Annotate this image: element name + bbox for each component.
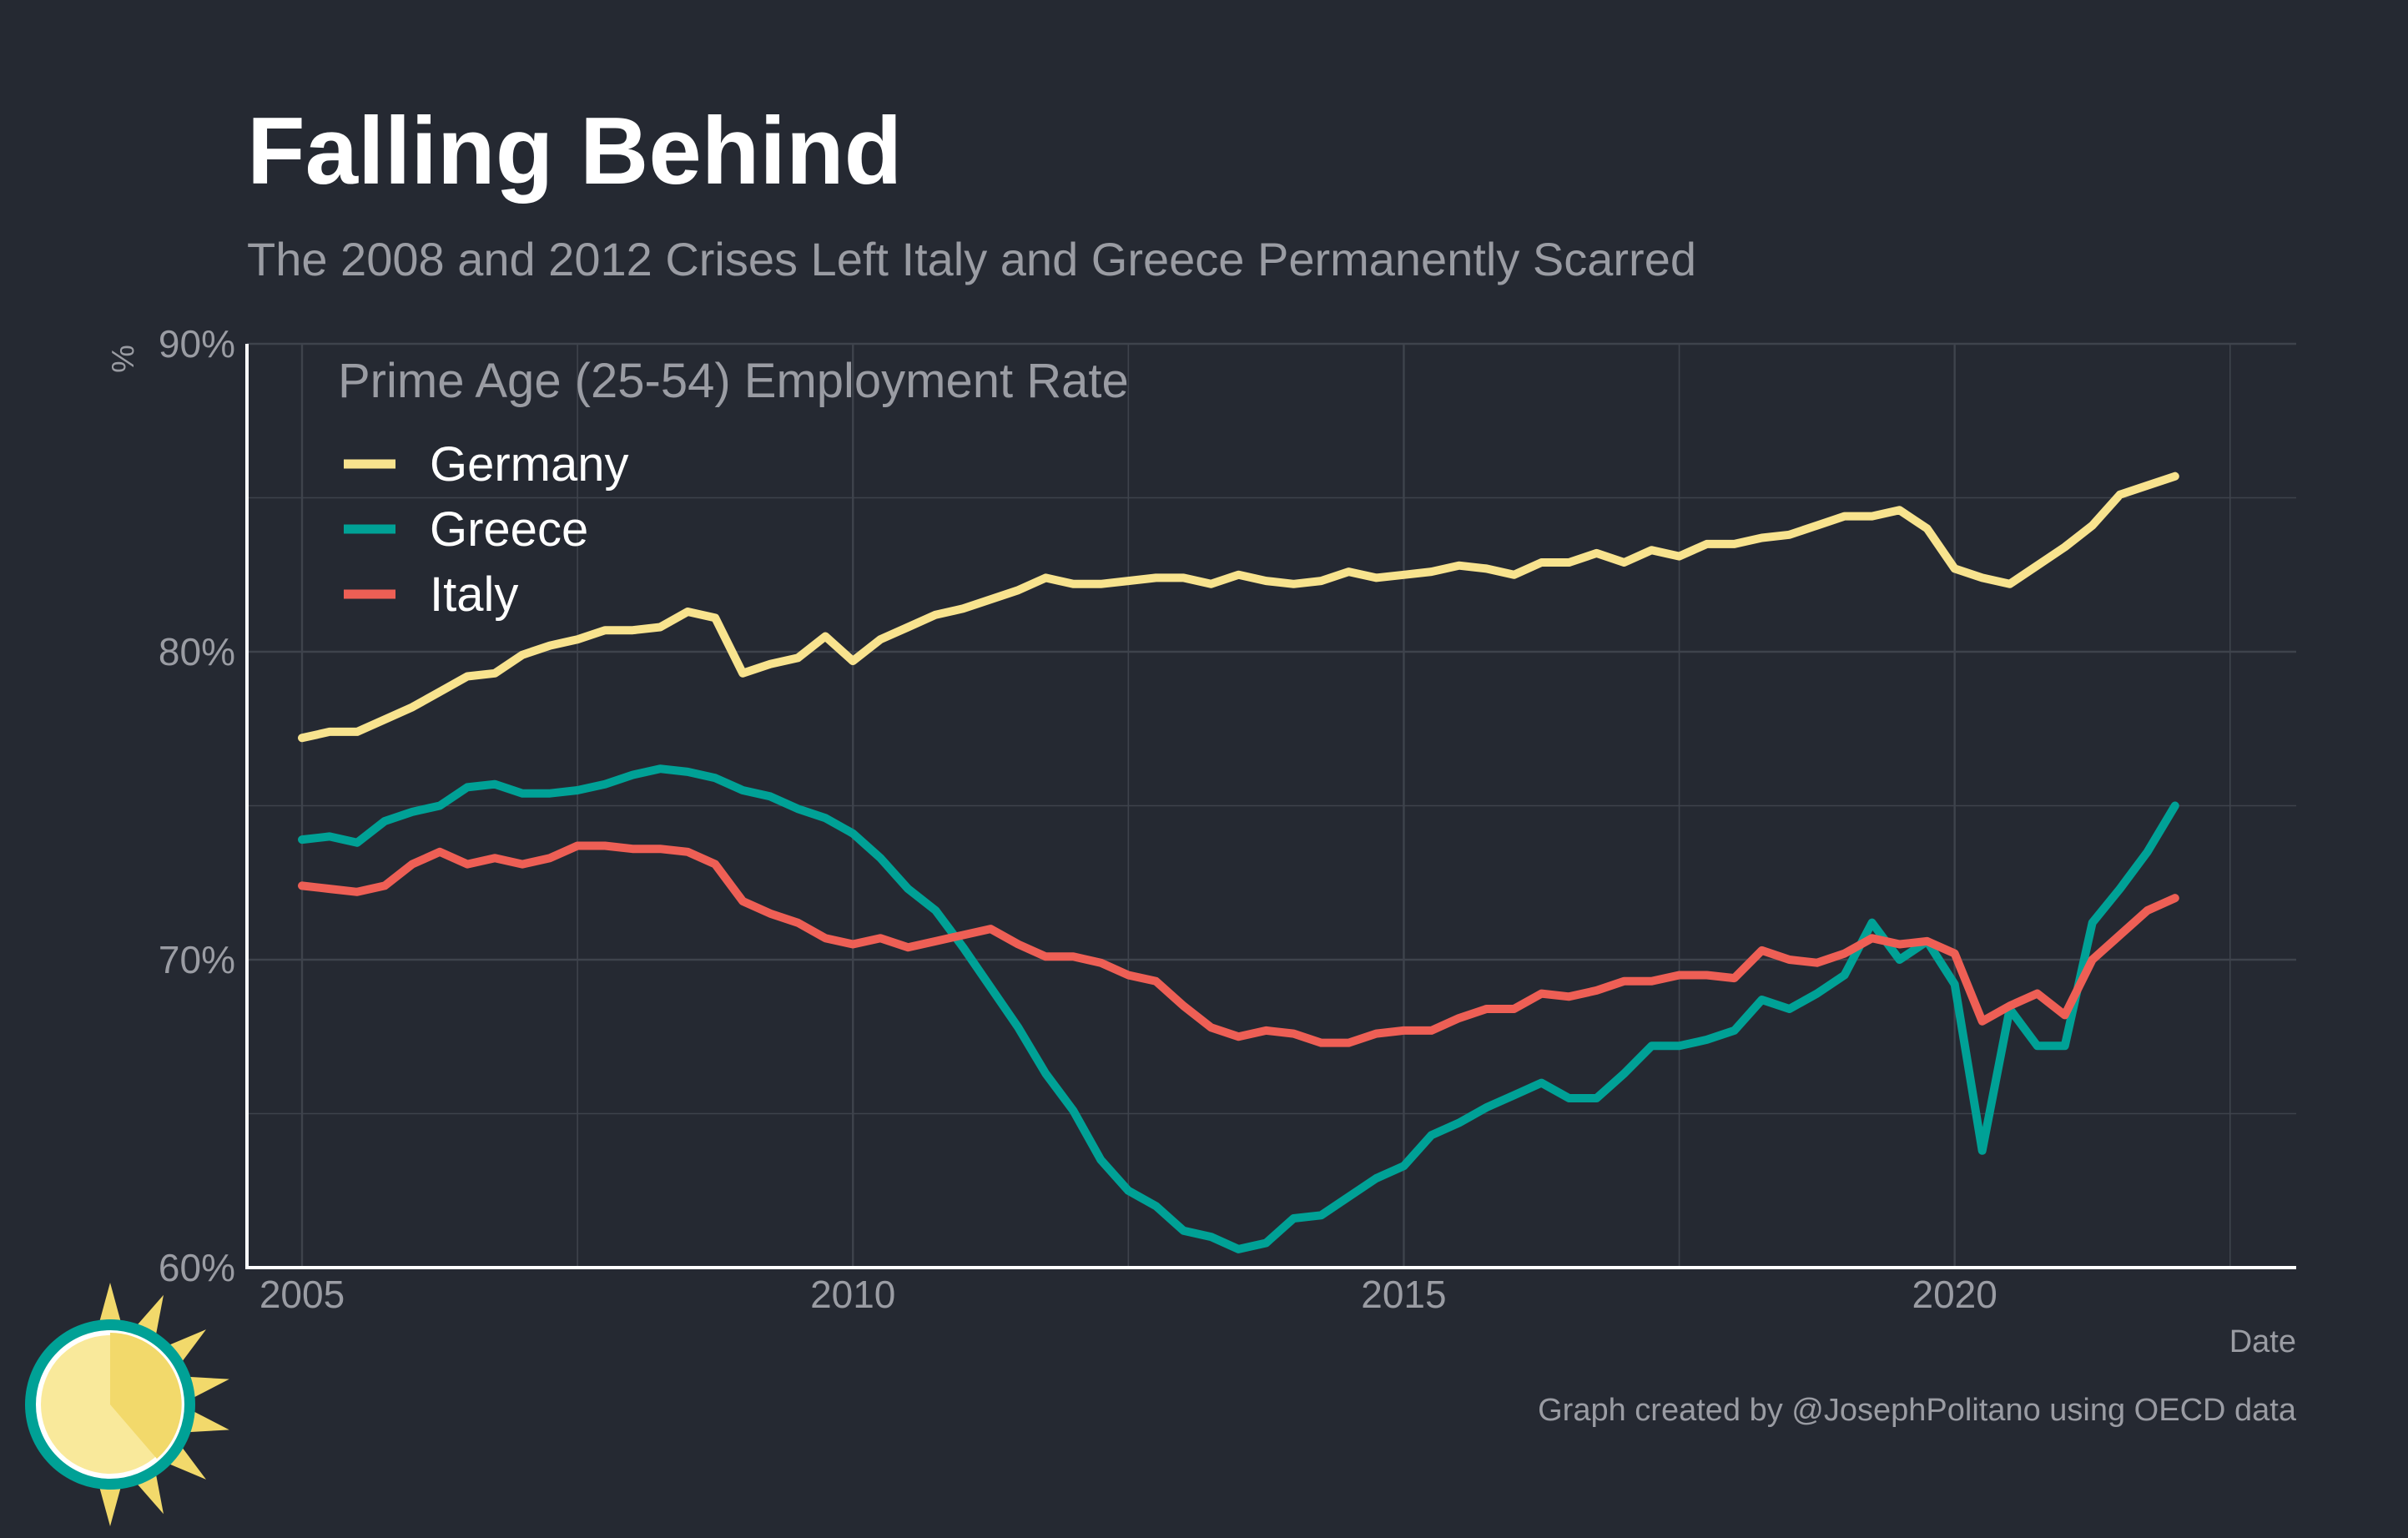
series-line-italy xyxy=(298,841,2179,1047)
y-tick-label: 80% xyxy=(159,630,235,673)
y-axis-label: % xyxy=(106,345,141,373)
legend-title: Prime Age (25-54) Employment Rate xyxy=(338,354,1129,408)
y-tick-label: 90% xyxy=(159,322,235,366)
source-caption: Graph created by @JosephPolitano using O… xyxy=(1538,1393,2297,1428)
x-tick-label: 2005 xyxy=(259,1273,345,1316)
legend-label-greece: Greece xyxy=(430,502,588,557)
x-tick-label: 2010 xyxy=(810,1273,895,1316)
x-axis-label: Date xyxy=(2229,1324,2296,1359)
y-tick-label: 70% xyxy=(159,938,235,981)
series-line-greece xyxy=(298,764,2179,1253)
y-axis-ticks: 60% 70% 80% 90% xyxy=(159,322,235,1289)
legend-label-italy: Italy xyxy=(430,567,518,622)
chart-subtitle: The 2008 and 2012 Crises Left Italy and … xyxy=(247,233,1696,285)
legend-label-germany: Germany xyxy=(430,437,629,492)
grid xyxy=(247,342,2296,1269)
x-tick-label: 2020 xyxy=(1912,1273,1997,1316)
sun-logo-highlight xyxy=(110,1333,182,1459)
x-axis-ticks: 2005 2010 2015 2020 xyxy=(259,1273,1997,1316)
legend-items: Germany Greece Italy xyxy=(344,437,629,622)
legend: Prime Age (25-54) Employment Rate German… xyxy=(338,354,1129,622)
axes xyxy=(245,344,2296,1269)
series-line-germany xyxy=(298,471,2179,743)
y-tick-label: 60% xyxy=(159,1246,235,1289)
chart-title: Falling Behind xyxy=(247,98,902,204)
x-tick-label: 2015 xyxy=(1361,1273,1446,1316)
sun-logo-icon xyxy=(25,1283,229,1526)
series-lines xyxy=(298,471,2179,1253)
